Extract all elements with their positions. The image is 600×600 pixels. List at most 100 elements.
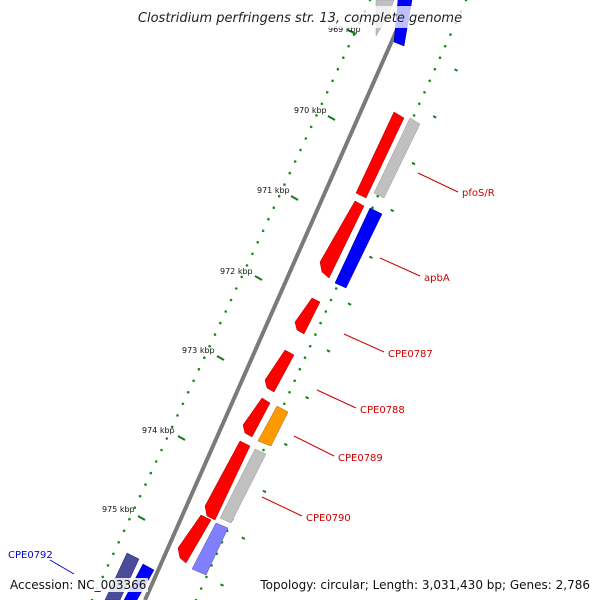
leader-CPE0790	[261, 496, 303, 517]
outer-ring-dot	[170, 425, 174, 429]
outer-ring-dot	[299, 148, 302, 152]
feature-blue-apbA[interactable]	[334, 207, 383, 289]
label-leaders	[49, 172, 459, 575]
feature-grey-pfoS-R[interactable]	[373, 117, 421, 199]
outer-ring-dot	[144, 483, 147, 486]
accession-text: Accession: NC_003366	[8, 578, 149, 592]
track-dash	[220, 583, 224, 587]
track-dash	[283, 442, 288, 447]
outer-ring-dot	[235, 287, 238, 290]
gene-label-CPE0788[interactable]: CPE0788	[360, 405, 405, 416]
inner-ring-dot	[334, 287, 338, 290]
outer-ring-dot	[267, 217, 270, 221]
outer-feature-track	[104, 0, 421, 600]
inner-ring-dot	[423, 91, 426, 94]
tick-label-974: 974 kbp	[142, 426, 175, 435]
topology-text: Topology: circular; Length: 3,031,430 bp…	[258, 578, 592, 592]
outer-ring-dot	[213, 333, 217, 336]
outer-ring-dot	[261, 229, 265, 233]
gene-pfoS-R-forward[interactable]	[355, 111, 405, 199]
tick-mark-975	[137, 515, 146, 521]
outer-ring-dot	[325, 91, 329, 94]
tick-mark-969	[347, 29, 357, 35]
gene-label-CPE0792[interactable]: CPE0792	[8, 550, 53, 561]
inner-ring-dot	[449, 33, 452, 36]
outer-ring-dot	[251, 252, 254, 256]
leader-CPE0789	[293, 435, 335, 457]
inner-ring-dot	[412, 114, 416, 117]
outer-ring-dot	[336, 67, 340, 71]
tick-mark-970	[327, 115, 336, 121]
outer-ring-dot	[229, 298, 233, 302]
gene-label-CPE0787[interactable]: CPE0787	[388, 349, 433, 360]
gene-CPE0790-red[interactable]	[204, 440, 251, 521]
leader-CPE0792	[49, 559, 75, 575]
outer-ring-dot	[181, 402, 185, 406]
outer-ring-dot	[277, 194, 281, 198]
outer-ring-dot	[106, 564, 110, 567]
inner-ring-dot	[298, 367, 302, 371]
title-backing	[126, 6, 474, 28]
gene-label-CPE0790[interactable]: CPE0790	[306, 513, 351, 524]
leader-CPE0787	[343, 333, 385, 353]
map-title: Clostridium perfringens str. 13, complet…	[138, 11, 462, 26]
inner-ring-dot	[329, 298, 333, 302]
track-dash	[368, 255, 373, 259]
track-dash	[305, 396, 310, 400]
gene-CPE0789-red[interactable]	[242, 397, 271, 438]
outer-ring-dot	[320, 102, 324, 106]
inner-ring-dot	[303, 356, 307, 360]
outer-ring-dot	[101, 575, 104, 579]
genome-backbone	[143, 0, 412, 600]
gene-label-apbA[interactable]: apbA	[424, 273, 450, 284]
outer-ring-dot	[160, 448, 163, 452]
outer-ring-dot	[117, 541, 120, 544]
inner-ring-dot	[199, 587, 203, 590]
outer-ring-dot	[293, 160, 297, 163]
inner-ring-dot	[205, 575, 208, 579]
gene-CPE0788[interactable]	[264, 349, 295, 393]
kbp-ticks: 969 kbp 970 kbp 971 kbp 972 kbp 973 kbp …	[102, 25, 361, 521]
gene-apbA-forward[interactable]	[319, 200, 365, 279]
outer-ring-dot	[149, 471, 153, 475]
outer-ring-dot	[256, 241, 260, 244]
inner-ring-dot	[319, 321, 322, 325]
track-dash	[262, 489, 267, 494]
track-dash	[326, 349, 331, 353]
outer-ring-dot	[331, 79, 334, 83]
outer-ring-dot	[203, 356, 206, 360]
gene-CPE0787[interactable]	[294, 297, 321, 335]
outer-ring-dot	[272, 206, 276, 209]
gene-label-pfoS-R[interactable]: pfoS/R	[462, 188, 495, 199]
gene-label-CPE0789[interactable]: CPE0789	[338, 453, 383, 464]
inner-ring-dot	[308, 344, 312, 348]
tick-label-973: 973 kbp	[182, 346, 215, 355]
outer-ring-dot	[208, 344, 211, 348]
outer-ring-dot	[112, 552, 115, 556]
leader-apbA	[379, 257, 421, 277]
inner-ring-dot	[428, 79, 432, 83]
track-dash	[454, 68, 458, 72]
inner-ring-dot	[376, 194, 380, 198]
tick-label-975: 975 kbp	[102, 505, 135, 514]
track-dash	[347, 302, 352, 306]
gene-labels: pfoS/R apbA CPE0787 CPE0788 CPE0789 CPE0…	[8, 188, 495, 561]
inner-ring-dot	[288, 391, 291, 394]
gene-red-bottom[interactable]	[177, 514, 212, 564]
track-dash	[390, 208, 395, 213]
outer-ring-dot	[288, 171, 292, 175]
feature-purple-bottom[interactable]	[191, 522, 229, 576]
leader-CPE0788	[316, 389, 357, 409]
outer-ring-dot	[368, 0, 372, 2]
inner-ring-dot	[262, 448, 265, 452]
track-dash	[241, 536, 246, 540]
tick-mark-973	[216, 355, 225, 361]
feature-grey-CPE0790[interactable]	[219, 448, 267, 524]
inner-ring-dot	[438, 56, 442, 59]
inner-ring-dot	[464, 0, 468, 2]
outer-ring-dot	[304, 137, 308, 140]
tick-label-971: 971 kbp	[257, 186, 290, 195]
outer-ring-dot	[176, 414, 179, 417]
feature-orange-CPE0789[interactable]	[257, 405, 289, 447]
